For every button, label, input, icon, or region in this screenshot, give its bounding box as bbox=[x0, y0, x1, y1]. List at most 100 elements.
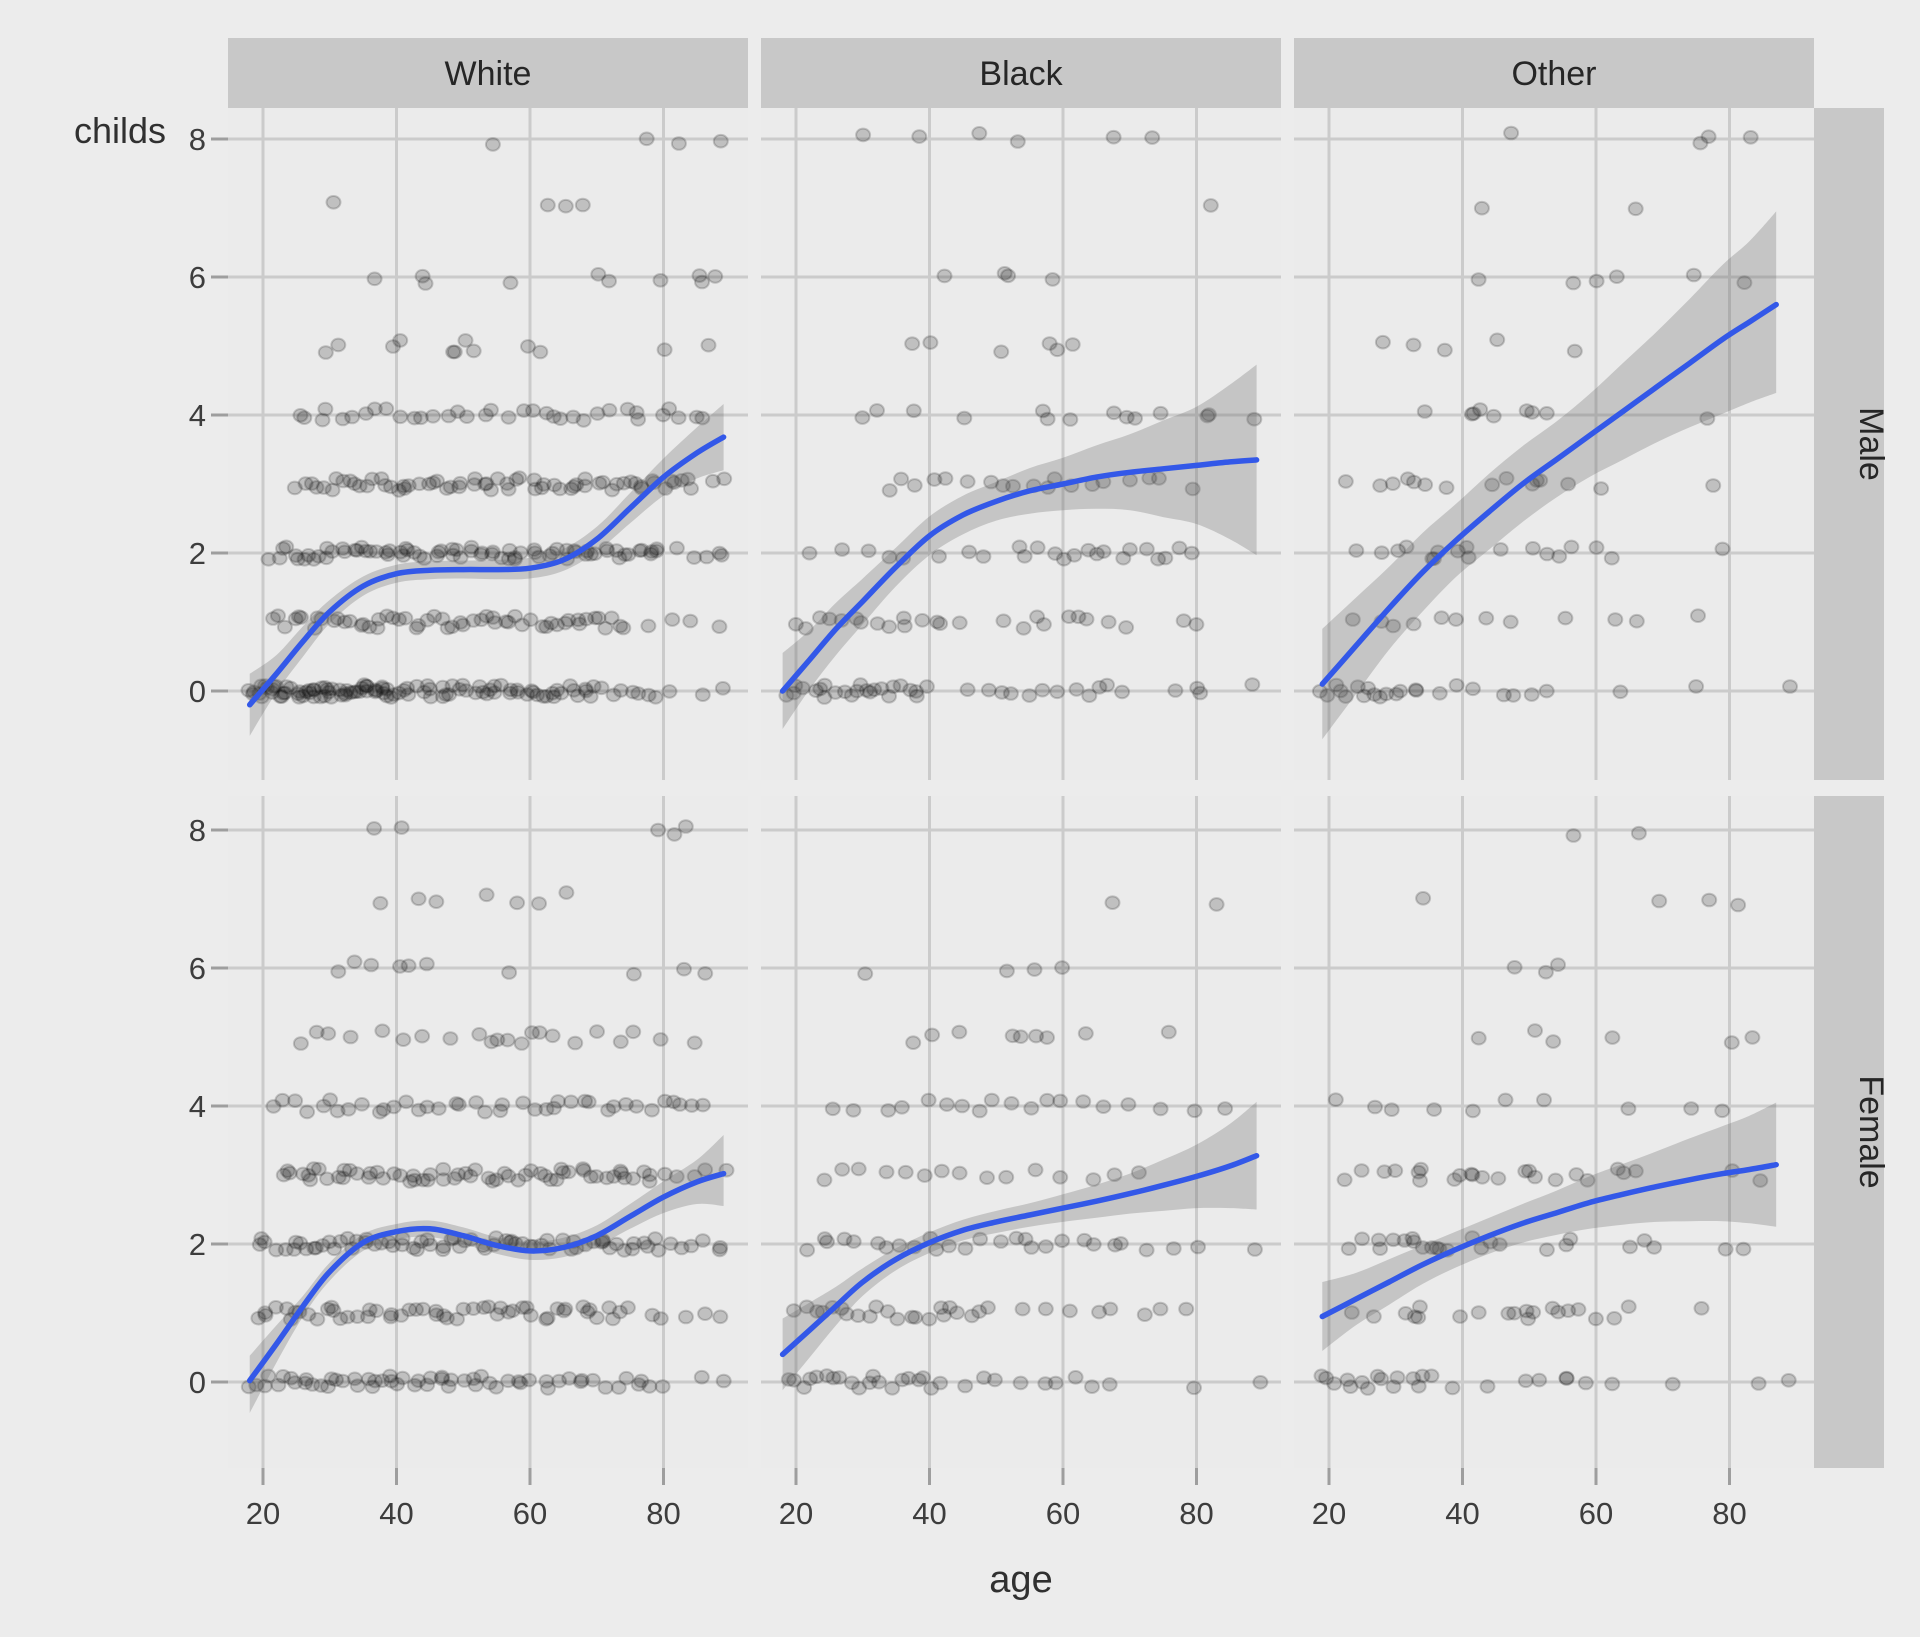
data-point bbox=[619, 401, 636, 417]
data-point bbox=[386, 1166, 403, 1181]
data-point bbox=[457, 333, 474, 348]
confidence-band bbox=[782, 364, 1257, 729]
data-point bbox=[557, 615, 574, 631]
data-point bbox=[1436, 342, 1453, 358]
data-point bbox=[448, 1096, 465, 1111]
data-point bbox=[582, 547, 599, 562]
data-point bbox=[381, 543, 398, 558]
data-point bbox=[351, 478, 368, 494]
data-point bbox=[300, 1168, 317, 1183]
data-point bbox=[477, 1104, 493, 1120]
data-point bbox=[1372, 478, 1389, 493]
data-point bbox=[921, 1311, 938, 1327]
data-point bbox=[361, 1302, 378, 1317]
data-point bbox=[1505, 688, 1522, 703]
data-point bbox=[1349, 679, 1366, 695]
data-point bbox=[523, 683, 540, 699]
data-point bbox=[393, 820, 410, 835]
x-tick-label: 80 bbox=[646, 1496, 680, 1531]
data-point bbox=[866, 682, 883, 698]
data-point bbox=[477, 407, 494, 423]
smooth-line bbox=[246, 1170, 727, 1384]
data-point bbox=[612, 683, 629, 698]
data-point bbox=[377, 478, 394, 493]
data-point bbox=[275, 1167, 292, 1183]
data-point bbox=[384, 1238, 401, 1254]
data-point bbox=[594, 474, 611, 490]
data-point bbox=[1620, 1299, 1637, 1314]
data-point bbox=[1408, 683, 1425, 698]
y-tick-label: 2 bbox=[189, 536, 206, 571]
data-point bbox=[486, 678, 503, 694]
data-point bbox=[1562, 1231, 1579, 1247]
data-point bbox=[502, 685, 519, 701]
data-point bbox=[1099, 677, 1115, 693]
data-point bbox=[1028, 1028, 1045, 1044]
data-point bbox=[414, 268, 431, 284]
data-point bbox=[1517, 1164, 1534, 1179]
data-point bbox=[1101, 1377, 1118, 1392]
data-point bbox=[861, 1375, 878, 1391]
data-point bbox=[799, 1242, 816, 1258]
data-point bbox=[434, 689, 451, 705]
data-point bbox=[257, 1308, 274, 1323]
data-point bbox=[1473, 1240, 1490, 1256]
data-point bbox=[310, 1161, 327, 1177]
data-point bbox=[896, 618, 913, 634]
data-point bbox=[884, 1381, 901, 1396]
data-point bbox=[300, 548, 317, 563]
strip-background bbox=[228, 38, 748, 108]
data-point bbox=[668, 540, 685, 556]
data-point bbox=[1723, 1035, 1740, 1050]
strip-label-col: Other bbox=[1511, 55, 1596, 93]
data-point bbox=[1027, 1162, 1044, 1178]
data-point bbox=[332, 1234, 349, 1249]
data-point bbox=[394, 1370, 411, 1386]
data-point bbox=[1373, 545, 1390, 561]
data-point bbox=[308, 1024, 325, 1040]
jitter-points bbox=[240, 131, 733, 705]
data-point bbox=[868, 1299, 885, 1314]
data-point bbox=[1376, 1164, 1393, 1179]
data-point bbox=[329, 611, 346, 626]
data-point bbox=[1782, 679, 1798, 694]
data-point bbox=[563, 481, 580, 497]
data-point bbox=[1523, 687, 1540, 702]
data-point bbox=[1448, 678, 1465, 693]
data-point bbox=[382, 1309, 399, 1325]
data-point bbox=[1183, 545, 1200, 561]
data-point bbox=[450, 1097, 467, 1112]
data-point bbox=[450, 1167, 467, 1182]
data-point bbox=[253, 1231, 270, 1246]
data-point bbox=[904, 1309, 921, 1325]
data-point bbox=[961, 544, 978, 560]
data-point bbox=[862, 684, 879, 700]
data-point bbox=[612, 1163, 629, 1179]
data-point bbox=[780, 1372, 797, 1387]
data-point bbox=[441, 687, 458, 702]
data-point bbox=[319, 1171, 336, 1187]
data-point bbox=[1150, 471, 1167, 486]
data-point bbox=[648, 541, 665, 557]
data-point bbox=[392, 333, 409, 348]
data-point bbox=[358, 406, 374, 421]
data-point bbox=[671, 1097, 688, 1112]
data-point bbox=[336, 544, 353, 560]
data-point bbox=[346, 954, 363, 970]
data-point bbox=[801, 545, 818, 561]
data-point bbox=[640, 687, 657, 703]
data-point bbox=[557, 198, 574, 214]
data-point bbox=[295, 688, 311, 704]
data-point bbox=[1095, 1099, 1112, 1114]
data-point bbox=[1075, 1094, 1092, 1109]
data-point bbox=[375, 1102, 392, 1117]
data-point bbox=[639, 1239, 656, 1254]
data-point bbox=[452, 615, 469, 630]
data-point bbox=[260, 552, 277, 567]
data-point bbox=[861, 1309, 878, 1324]
data-point bbox=[845, 1103, 862, 1118]
data-point bbox=[500, 410, 517, 425]
data-point bbox=[1081, 688, 1098, 704]
data-point bbox=[323, 1371, 340, 1386]
